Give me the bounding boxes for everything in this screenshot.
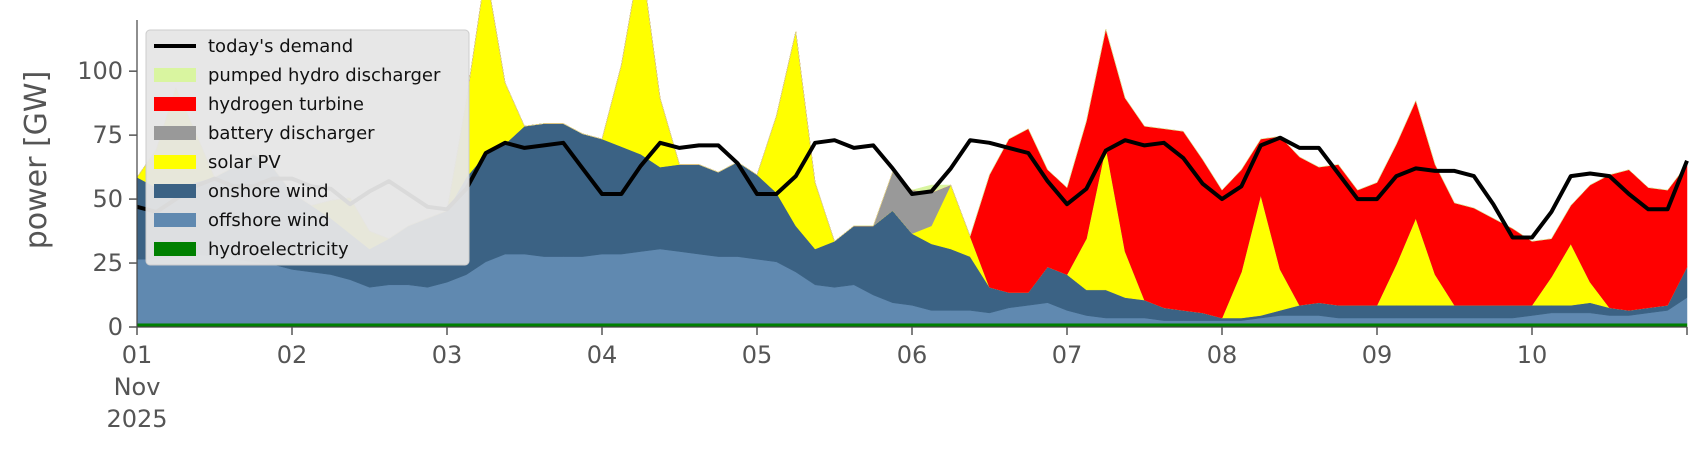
legend: today's demand pumped hydro discharger hyd… xyxy=(145,29,470,266)
legend-label: today's demand xyxy=(208,36,353,57)
legend-label: battery discharger xyxy=(208,123,375,144)
legend-swatch xyxy=(154,126,196,140)
stacked-areas xyxy=(136,0,1688,328)
x-sublabel: 2025 xyxy=(106,405,167,433)
y-axis-label: power [GW] xyxy=(19,71,54,250)
x-tick-label: 05 xyxy=(742,341,773,369)
legend-frame xyxy=(145,29,470,266)
legend-label: onshore wind xyxy=(208,181,329,202)
legend-swatch xyxy=(154,242,196,256)
legend-label: offshore wind xyxy=(208,210,330,231)
legend-label: hydrogen turbine xyxy=(208,94,364,115)
axes: 0 25 50 75 100 01 02 03 04 05 06 07 08 09 10 Nov 2025 xyxy=(77,20,1688,433)
y-tick-label: 100 xyxy=(77,57,123,85)
x-tick-label: 01 xyxy=(122,341,153,369)
x-tick-label: 09 xyxy=(1362,341,1393,369)
x-tick-label: 10 xyxy=(1517,341,1548,369)
x-tick-label: 08 xyxy=(1207,341,1238,369)
x-tick-label: 03 xyxy=(432,341,463,369)
legend-label: hydroelectricity xyxy=(208,239,349,260)
x-tick-label: 04 xyxy=(587,341,618,369)
x-sublabel: Nov xyxy=(114,373,161,401)
y-tick-label: 75 xyxy=(92,121,123,149)
x-tick-label: 06 xyxy=(897,341,928,369)
legend-swatch xyxy=(154,97,196,111)
x-tick-label: 07 xyxy=(1052,341,1083,369)
legend-swatch xyxy=(154,155,196,169)
legend-swatch xyxy=(154,213,196,227)
y-tick-label: 25 xyxy=(92,249,123,277)
y-tick-label: 0 xyxy=(108,313,123,341)
legend-label: solar PV xyxy=(208,152,281,173)
y-tick-label: 50 xyxy=(92,185,123,213)
x-tick-label: 02 xyxy=(277,341,308,369)
legend-swatch xyxy=(154,184,196,198)
legend-swatch xyxy=(154,68,196,82)
legend-label: pumped hydro discharger xyxy=(208,65,441,86)
